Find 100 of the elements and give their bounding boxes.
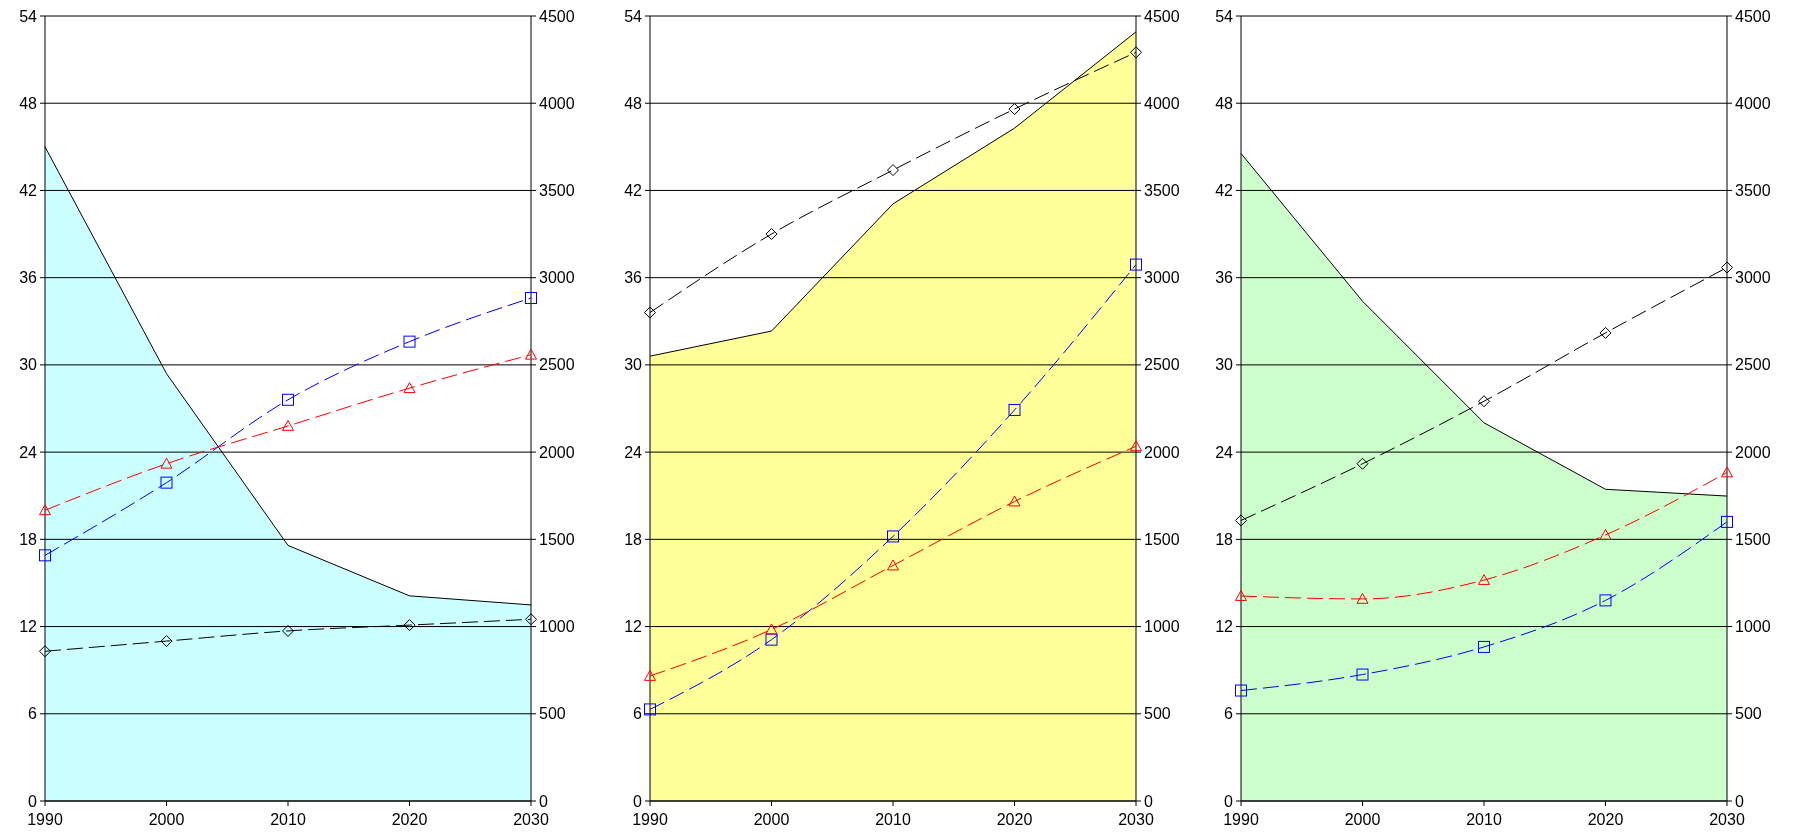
y2-tick-label: 4500 [1735,7,1771,25]
point [887,530,899,543]
x-tick-label: 2020 [391,811,428,828]
x-tick-label: 1990 [27,811,63,828]
point [1008,103,1021,116]
y2-tick-label: 500 [1735,705,1762,723]
y2-tick-label: 3000 [1735,269,1771,287]
y-tick-label: 42 [19,182,38,200]
point [1356,457,1369,470]
point [1478,574,1490,585]
point [1235,590,1247,601]
point [1721,466,1733,478]
x-tick-label: 2010 [875,811,911,828]
y-tick-label: 54 [624,7,643,25]
y-tick-label: 30 [19,356,38,374]
point [1235,514,1247,527]
point [525,348,537,360]
y-tick-label: 42 [1215,182,1234,200]
x-tick-label: 2000 [753,811,790,828]
y-tick-label: 48 [1215,94,1234,112]
y-tick-label: 0 [1224,792,1234,810]
y2-tick-label: 2000 [1144,443,1180,461]
y2-tick-label: 0 [1735,792,1744,810]
y-tick-label: 0 [633,792,643,810]
y-tick-label: 24 [1215,443,1234,461]
point [887,164,899,177]
point [403,335,416,348]
y-tick-label: 48 [624,94,643,112]
y2-tick-label: 4500 [1144,7,1180,25]
y2-tick-label: 3500 [1144,182,1180,200]
x-tick-label: 2010 [270,811,306,828]
point [765,623,778,635]
point [1130,258,1142,271]
y2-tick-label: 1500 [1735,530,1771,548]
y2-tick-label: 1500 [539,530,575,548]
point [1356,668,1369,681]
y2-tick-label: 500 [1144,705,1171,723]
y-tick-label: 42 [624,182,643,200]
point [765,228,778,241]
point [887,559,899,571]
y-tick-label: 54 [19,7,38,25]
x-tick-label: 2030 [513,811,549,828]
point [1599,528,1612,540]
point [282,624,294,637]
x-tick-label: 2020 [996,811,1033,828]
y2-tick-label: 1500 [1144,530,1180,548]
x-tick-label: 1990 [1223,811,1259,828]
y-tick-label: 30 [1215,356,1234,374]
point [160,457,173,469]
y-tick-label: 36 [19,269,38,287]
y-tick-label: 36 [1215,269,1234,287]
y-tick-label: 6 [1224,705,1234,723]
point [1008,495,1021,507]
point [1130,440,1142,452]
point [1008,403,1021,416]
y-tick-label: 6 [28,705,38,723]
point [644,669,656,681]
point [403,619,416,632]
point [282,393,294,406]
point [160,635,173,648]
point [39,549,51,562]
point [1130,46,1142,59]
y-tick-label: 12 [1215,618,1234,636]
y2-tick-label: 2500 [1735,356,1771,374]
y2-tick-label: 0 [539,792,548,810]
x-tick-label: 2000 [1344,811,1381,828]
point [644,306,656,319]
point [282,419,294,431]
point [525,613,537,626]
point [1478,640,1490,653]
y2-tick-label: 2500 [539,356,575,374]
y-tick-label: 0 [28,792,38,810]
y2-tick-label: 4500 [539,7,575,25]
y2-tick-label: 3500 [1735,182,1771,200]
y-tick-label: 36 [624,269,643,287]
point [1599,326,1612,339]
y2-tick-label: 1000 [1144,618,1180,636]
y-tick-label: 30 [624,356,643,374]
x-tick-label: 2000 [148,811,185,828]
point [39,504,51,516]
y2-tick-label: 4000 [539,94,575,112]
y-tick-label: 54 [1215,7,1234,25]
y-tick-label: 18 [624,530,643,548]
x-tick-label: 2020 [1587,811,1624,828]
point [1721,515,1733,528]
point [1599,594,1612,607]
y2-tick-label: 1000 [1735,618,1771,636]
y2-tick-label: 0 [1144,792,1153,810]
y2-tick-label: 4000 [1735,94,1771,112]
y2-tick-label: 3000 [539,269,575,287]
y-tick-label: 24 [19,443,38,461]
point [1235,684,1247,697]
x-tick-label: 1990 [632,811,668,828]
y-tick-label: 24 [624,443,643,461]
y-tick-label: 6 [633,705,643,723]
point [1356,592,1369,604]
y2-tick-label: 2000 [539,443,575,461]
y-tick-label: 18 [19,530,38,548]
y2-tick-label: 3500 [539,182,575,200]
y-tick-label: 48 [19,94,38,112]
